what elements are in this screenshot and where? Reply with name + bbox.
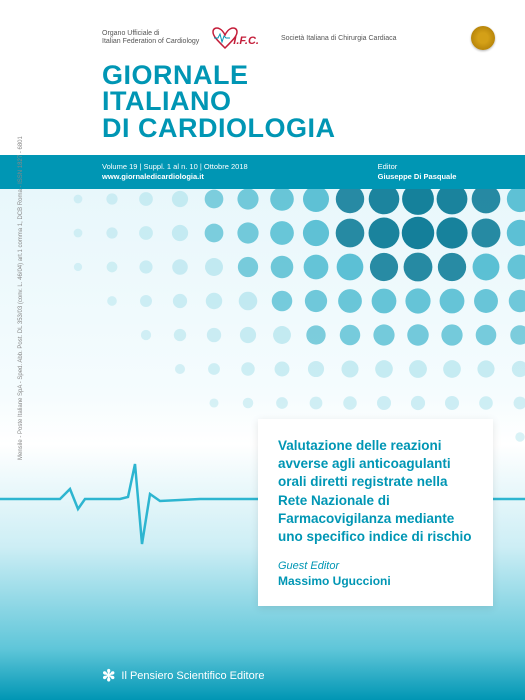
cover-artwork: Valutazione delle reazioni avverse agli … [0, 189, 525, 700]
editor-label: Editor [378, 162, 457, 172]
article-highlight-box: Valutazione delle reazioni avverse agli … [258, 419, 493, 606]
society-badge-icon [471, 26, 495, 50]
journal-url: www.giornaledicardiologia.it [102, 172, 204, 181]
issue-info-bar: Volume 19 | Suppl. 1 al n. 10 | Ottobre … [0, 155, 525, 189]
title-line-3: DI CARDIOLOGIA [102, 113, 336, 143]
publisher-name: Il Pensiero Scientifico Editore [121, 670, 264, 682]
spine-legal-text: Mensile - Poste Italiane SpA - Sped. Abb… [18, 160, 24, 460]
org-affiliation-2: Società Italiana di Chirurgia Cardiaca [281, 35, 397, 42]
ifc-logo: I.F.C. [211, 26, 259, 50]
journal-title: GIORNALE ITALIANO DI CARDIOLOGIA [102, 62, 336, 141]
volume-info: Volume 19 | Suppl. 1 al n. 10 | Ottobre … [102, 162, 248, 171]
issue-meta: Volume 19 | Suppl. 1 al n. 10 | Ottobre … [102, 162, 248, 182]
org-affiliation-1: Organo Ufficiale di Italian Federation o… [102, 30, 199, 47]
publisher-mark-icon: ✻ [102, 666, 115, 686]
header-bar: Organo Ufficiale di Italian Federation o… [102, 18, 495, 58]
article-title: Valutazione delle reazioni avverse agli … [278, 437, 473, 546]
org1-line1: Organo Ufficiale di [102, 30, 159, 37]
heart-icon [211, 26, 239, 50]
journal-cover: Organo Ufficiale di Italian Federation o… [0, 0, 525, 700]
org1-line2: Italian Federation of Cardiology [102, 38, 199, 45]
publisher-credit: ✻ Il Pensiero Scientifico Editore [102, 666, 264, 686]
guest-editor-label: Guest Editor [278, 560, 473, 572]
editor-name: Giuseppe Di Pasquale [378, 172, 457, 182]
guest-editor-name: Massimo Uguccioni [278, 574, 473, 588]
editor-block: Editor Giuseppe Di Pasquale [378, 162, 457, 182]
